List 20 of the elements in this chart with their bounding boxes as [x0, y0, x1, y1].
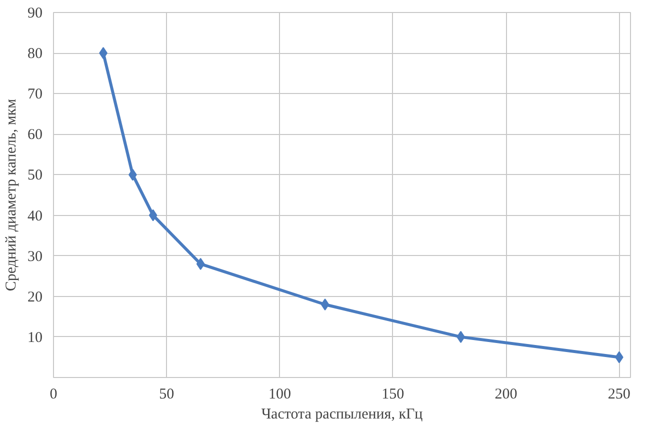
x-tick-label: 50: [159, 386, 174, 402]
y-tick-label: 90: [28, 6, 42, 22]
y-tick-label: 30: [28, 248, 42, 265]
y-tick-label: 10: [28, 330, 42, 346]
x-axis-title: Частота распыления, кГц: [261, 406, 423, 422]
y-tick-label: 70: [28, 86, 42, 103]
x-tick-label: 150: [382, 386, 404, 402]
point: [320, 298, 330, 310]
x-tick-label: 250: [608, 386, 630, 402]
x-tick-label: 0: [50, 386, 58, 402]
point: [148, 209, 158, 222]
y-tick-label: 20: [28, 289, 42, 306]
point: [196, 258, 205, 270]
y-tick-label: 50: [28, 168, 42, 184]
y-axis-title: Средний диаметр капель, мкм: [4, 98, 20, 292]
y-tick-label: 40: [28, 208, 42, 224]
y-tick-label: 80: [28, 46, 42, 62]
x-tick-label: 100: [268, 386, 292, 402]
y-tick-label: 60: [28, 127, 42, 144]
x-tick-label: 200: [494, 386, 518, 402]
